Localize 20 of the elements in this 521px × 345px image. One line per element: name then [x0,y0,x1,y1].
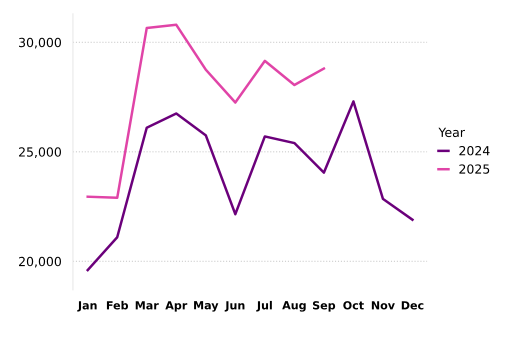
x-tick-label: Apr [165,301,188,312]
legend-title: Year [438,128,465,138]
y-tick-label: 30,000 [19,38,61,48]
y-tick-label: 20,000 [19,256,61,268]
x-tick-label: Aug [282,301,306,312]
x-tick-label: Jan [77,301,97,312]
x-tick-label: Nov [372,301,395,310]
legend-label: 2025 [459,164,490,174]
x-tick-label: Mar [136,301,159,310]
x-tick-label: Dec [402,301,424,310]
legend-label: 2024 [459,146,490,156]
x-tick-label: Sep [312,301,336,312]
y-tick-label: 25,000 [19,147,61,158]
x-tick-label: Jul [256,300,272,312]
line-series [86,100,414,272]
x-tick-label: May [194,301,218,312]
x-tick-label: Oct [343,301,364,310]
x-tick-label: Jun [224,301,244,312]
x-tick-label: Feb [106,300,128,310]
line-series [86,24,326,200]
